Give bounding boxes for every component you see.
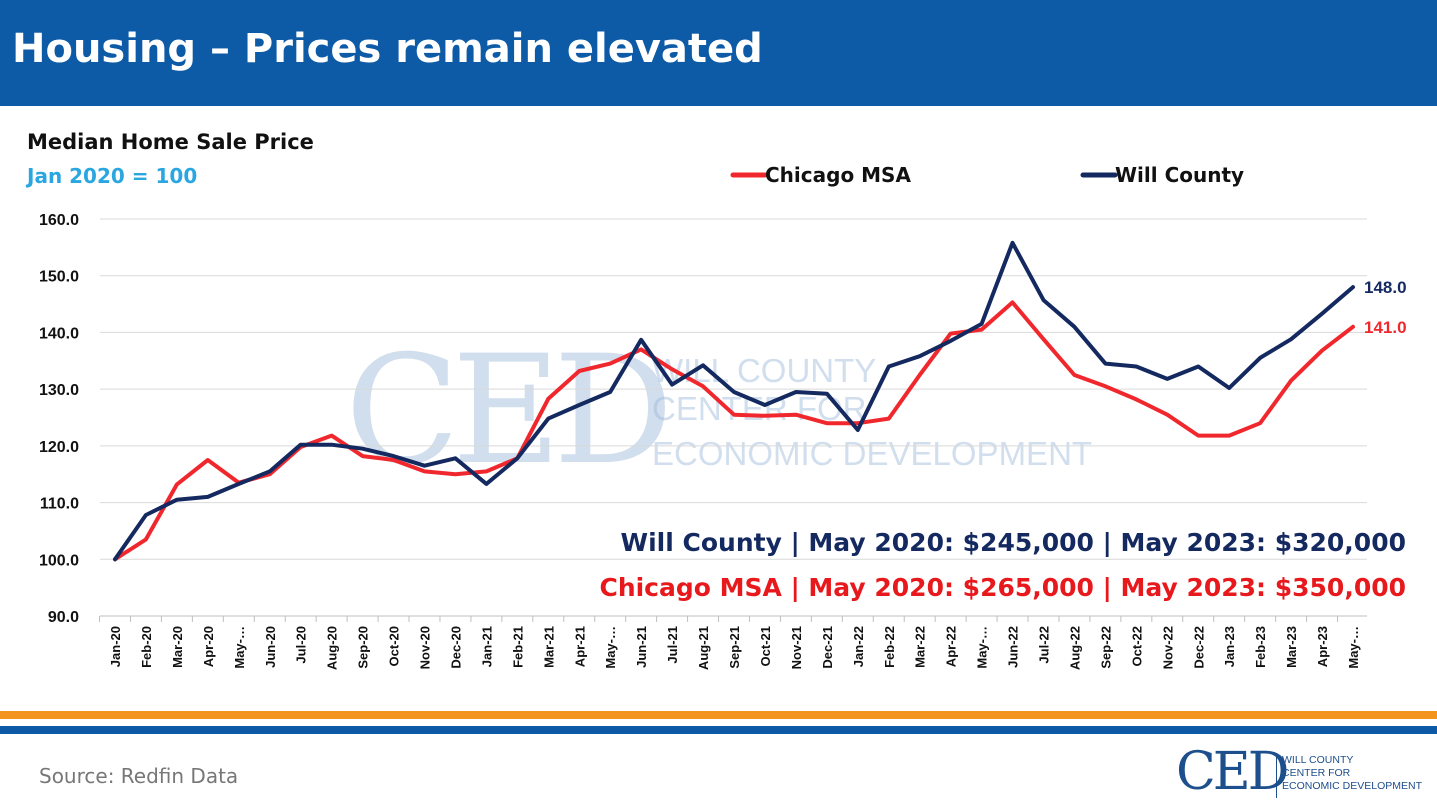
x-tick-label: Feb-23	[1253, 626, 1268, 668]
x-tick-label: Mar-20	[170, 626, 185, 668]
x-tick-label: Sep-22	[1098, 626, 1113, 669]
series-line-will-county	[113, 240, 1355, 562]
y-tick-label: 90.0	[48, 609, 79, 626]
page-title: Housing – Prices remain elevated	[12, 26, 763, 72]
x-tick-label: May-…	[603, 626, 618, 669]
y-tick-label: 100.0	[39, 552, 79, 569]
footer-band-blue	[0, 726, 1437, 734]
x-tick-label: Dec-20	[448, 626, 463, 669]
x-tick-label: Feb-20	[139, 626, 154, 668]
series-line-chicago-msa	[113, 300, 1355, 562]
x-tick-label: Mar-21	[541, 626, 556, 668]
legend-label-will-county: Will County	[1115, 163, 1244, 187]
x-tick-label: Jul-21	[665, 626, 680, 664]
y-tick-label: 150.0	[39, 269, 79, 286]
watermark-line1: WILL COUNTY	[652, 352, 876, 389]
watermark-letters: CED	[345, 324, 666, 498]
x-tick-label: Apr-23	[1315, 626, 1330, 667]
summary-will-county: Will County | May 2020: $245,000 | May 2…	[620, 528, 1406, 557]
x-tick-label: Jun-20	[263, 626, 278, 668]
x-tick-label: Jan-22	[851, 626, 866, 667]
y-tick-label: 120.0	[39, 439, 79, 456]
x-tick-label: Nov-21	[789, 626, 804, 669]
x-tick-label: Feb-22	[882, 626, 897, 668]
x-tick-label: Apr-22	[944, 626, 959, 667]
x-tick-label: Sep-20	[356, 626, 371, 669]
y-tick-label: 140.0	[39, 325, 79, 342]
x-tick-label: Jan-20	[108, 626, 123, 667]
logo-text: WILL COUNTY CENTER FOR ECONOMIC DEVELOPM…	[1282, 754, 1422, 793]
x-tick-label: Nov-22	[1160, 626, 1175, 669]
y-tick-label: 160.0	[39, 212, 79, 229]
chart-subtitle: Jan 2020 = 100	[27, 164, 198, 188]
x-tick-label: Apr-21	[572, 626, 587, 667]
x-tick-label: Mar-22	[913, 626, 928, 668]
logo-line3: ECONOMIC DEVELOPMENT	[1282, 780, 1423, 792]
x-tick-label: May-…	[975, 626, 990, 669]
summary-chicago-msa: Chicago MSA | May 2020: $265,000 | May 2…	[599, 573, 1406, 602]
end-label-will-county: 148.0	[1364, 278, 1407, 297]
logo-divider	[1276, 754, 1277, 798]
x-tick-label: Feb-21	[510, 626, 525, 668]
x-tick-label: May-…	[232, 626, 247, 669]
end-label-chicago-msa: 141.0	[1364, 318, 1407, 337]
logo-line2: CENTER FOR	[1282, 767, 1351, 779]
x-tick-label: Oct-21	[758, 626, 773, 666]
logo-letters: CED	[1176, 742, 1289, 802]
legend-label-chicago-msa: Chicago MSA	[765, 163, 911, 187]
x-tick-label: Jul-20	[294, 626, 309, 664]
logo-line1: WILL COUNTY	[1282, 754, 1354, 766]
x-tick-label: Oct-20	[387, 626, 402, 666]
watermark-line3: ECONOMIC DEVELOPMENT	[652, 435, 1092, 472]
x-tick-label: Mar-23	[1284, 626, 1299, 668]
header-bar: Housing – Prices remain elevated	[0, 0, 1437, 106]
y-tick-label: 130.0	[39, 382, 79, 399]
x-tick-label: Jan-21	[479, 626, 494, 667]
x-tick-label: May-…	[1346, 626, 1361, 669]
x-tick-label: Jun-21	[634, 626, 649, 668]
x-tick-label: Aug-22	[1067, 626, 1082, 670]
x-tick-label: Dec-21	[820, 626, 835, 669]
x-tick-label: Jan-23	[1222, 626, 1237, 667]
x-tick-label: Sep-21	[727, 626, 742, 669]
x-tick-label: Nov-20	[418, 626, 433, 669]
footer-band-orange	[0, 711, 1437, 719]
x-tick-label: Jun-22	[1006, 626, 1021, 668]
chart-title: Median Home Sale Price	[27, 130, 314, 154]
x-tick-label: Apr-20	[201, 626, 216, 667]
x-tick-label: Aug-21	[696, 626, 711, 670]
x-tick-label: Dec-22	[1191, 626, 1206, 669]
y-tick-label: 110.0	[40, 496, 79, 513]
source-note: Source: Redfin Data	[39, 764, 239, 788]
x-tick-label: Jul-22	[1037, 626, 1052, 664]
x-tick-label: Aug-20	[325, 626, 340, 670]
x-tick-label: Oct-22	[1129, 626, 1144, 666]
